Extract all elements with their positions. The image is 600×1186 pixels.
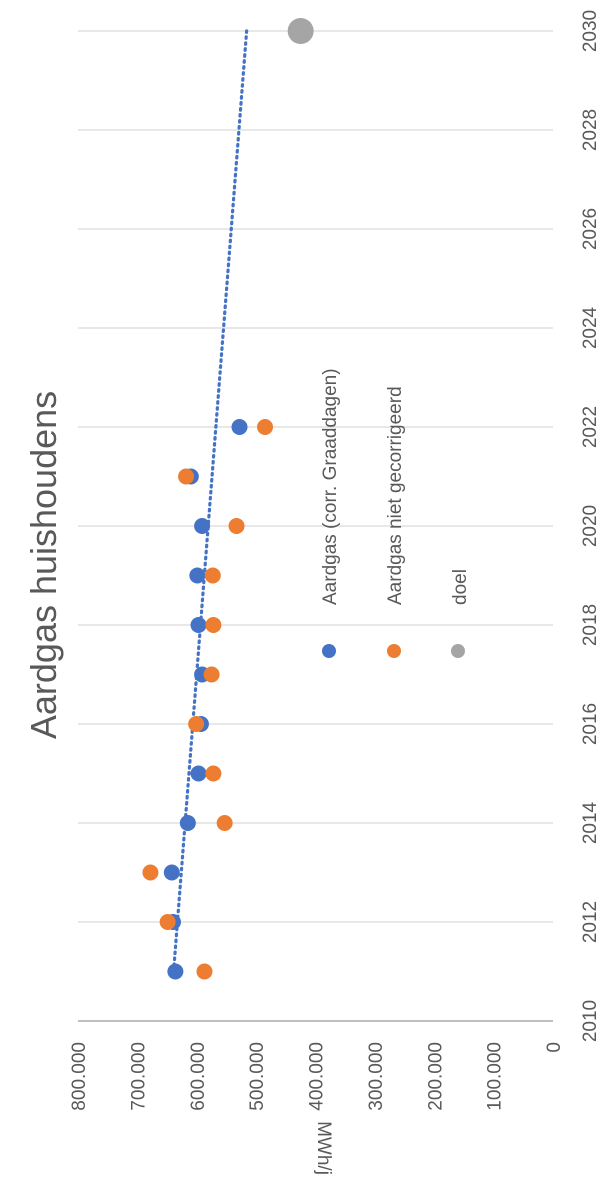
x-tick-label: 2010 — [580, 1000, 600, 1042]
x-tick-label: 2026 — [580, 208, 600, 250]
trendline — [171, 29, 249, 974]
y-tick-label: 100.000 — [485, 1042, 506, 1111]
data-point — [188, 716, 205, 732]
y-tick-label: 0 — [544, 1042, 565, 1053]
x-tick-labels: 2010 2012 2014 2016 2018 2020 2022 2024 2026 2028… — [580, 10, 600, 1042]
legend-label-corr: Aardgas (corr. Graaddagen) — [320, 368, 341, 605]
x-tick-label: 2020 — [580, 505, 600, 547]
data-point — [196, 963, 213, 980]
data-point — [167, 963, 184, 980]
legend: Aardgas (corr. Graaddagen) Aardgas niet … — [320, 368, 471, 658]
y-tick-label: 400.000 — [307, 1042, 328, 1111]
data-point — [190, 765, 207, 782]
data-point — [231, 419, 248, 435]
y-tick-label: 700.000 — [128, 1042, 149, 1111]
data-point — [205, 617, 222, 633]
x-tick-label: 2012 — [580, 901, 600, 943]
x-tick-label: 2030 — [580, 10, 600, 52]
data-point — [190, 617, 207, 633]
legend-marker-corr — [322, 644, 336, 658]
y-tick-label: 800.000 — [69, 1042, 90, 1111]
data-point — [216, 815, 233, 831]
legend-marker-niet-gecorrigeerd — [387, 644, 401, 658]
x-tick-label: 2014 — [580, 801, 600, 844]
legend-marker-doel — [451, 644, 465, 658]
data-point — [287, 18, 314, 44]
gridlines — [78, 30, 553, 1022]
data-point — [205, 765, 222, 782]
legend-label-doel: doel — [450, 569, 471, 605]
y-tick-label: 600.000 — [188, 1042, 209, 1111]
y-tick-labels: 0 100.000 200.000 300.000 400.000 500.000 600.… — [69, 1042, 565, 1111]
x-tick-label: 2024 — [580, 306, 600, 349]
data-point — [203, 666, 220, 683]
data-point — [228, 518, 245, 534]
data-point — [142, 864, 159, 881]
data-point — [179, 815, 196, 831]
y-axis-title: MWh/j — [313, 1121, 334, 1175]
y-tick-label: 500.000 — [247, 1042, 268, 1111]
x-tick-label: 2028 — [580, 109, 600, 151]
data-point — [178, 468, 195, 485]
chart-title: Aardgas huishoudens — [23, 391, 64, 739]
data-point — [159, 914, 176, 930]
data-point — [194, 518, 211, 534]
data-point — [257, 419, 274, 435]
y-tick-label: 200.000 — [425, 1042, 446, 1111]
x-tick-label: 2016 — [580, 703, 600, 745]
trendline-group — [171, 29, 249, 974]
x-tick-label: 2018 — [580, 604, 600, 646]
y-tick-label: 300.000 — [366, 1042, 387, 1111]
data-point — [204, 567, 221, 584]
x-tick-label: 2022 — [580, 406, 600, 448]
data-point — [189, 567, 206, 584]
legend-label-niet-gecorrigeerd: Aardgas niet gecorrigeerd — [385, 386, 406, 605]
data-point — [163, 864, 180, 881]
points-group — [142, 18, 314, 980]
